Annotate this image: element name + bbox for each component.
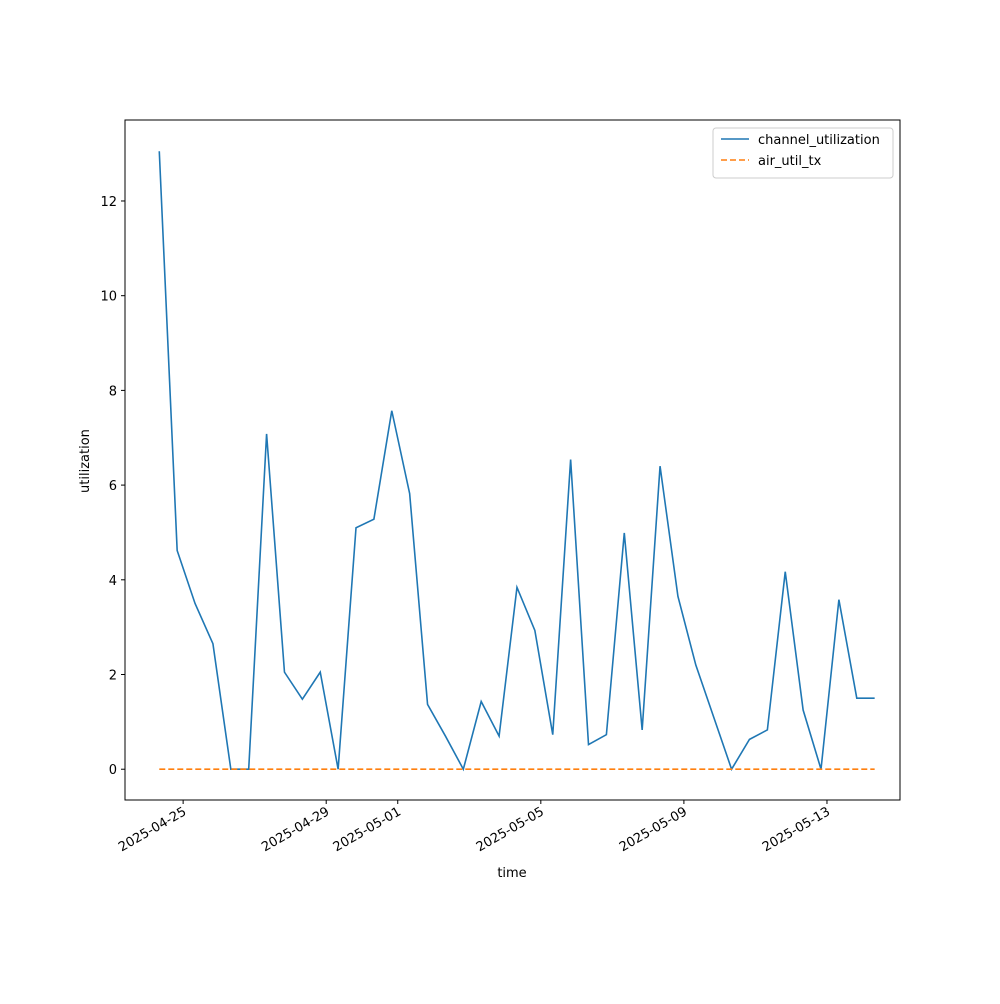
legend-label: channel_utilization	[758, 133, 880, 148]
x-axis-label: time	[497, 866, 526, 881]
series-line	[158, 151, 875, 772]
y-tick-label: 4	[109, 574, 117, 589]
y-tick-label: 12	[100, 195, 117, 210]
legend-label: air_util_tx	[758, 154, 822, 169]
y-tick-label: 2	[109, 669, 117, 684]
y-tick-label: 10	[100, 290, 117, 305]
y-tick-label: 6	[109, 479, 117, 494]
legend-box	[712, 127, 894, 179]
y-tick-label: 0	[109, 763, 117, 778]
plot-frame	[124, 119, 901, 801]
y-tick-label: 8	[109, 384, 117, 399]
y-axis-label: utilization	[78, 429, 93, 493]
